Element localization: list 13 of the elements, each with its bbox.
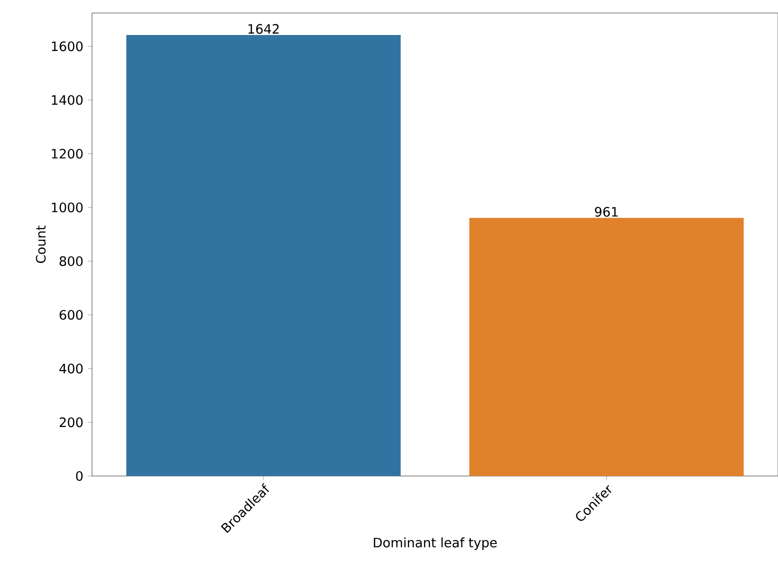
y-axis-title: Count xyxy=(36,226,46,263)
y-tick-label: 200 xyxy=(60,417,83,428)
y-tick-label: 0 xyxy=(76,471,83,481)
y-tick-label: 1000 xyxy=(52,202,83,212)
y-tick-label: 800 xyxy=(60,256,83,266)
y-tick-label: 1400 xyxy=(52,95,83,105)
data-label: 1642 xyxy=(248,24,279,34)
y-tick-label: 1200 xyxy=(52,148,83,159)
data-label: 961 xyxy=(594,206,618,217)
y-tick-label: 600 xyxy=(60,310,83,320)
y-tick-label: 400 xyxy=(59,364,83,374)
x-axis-title: Dominant leaf type xyxy=(374,537,497,550)
y-tick-label: 1600 xyxy=(52,41,83,52)
